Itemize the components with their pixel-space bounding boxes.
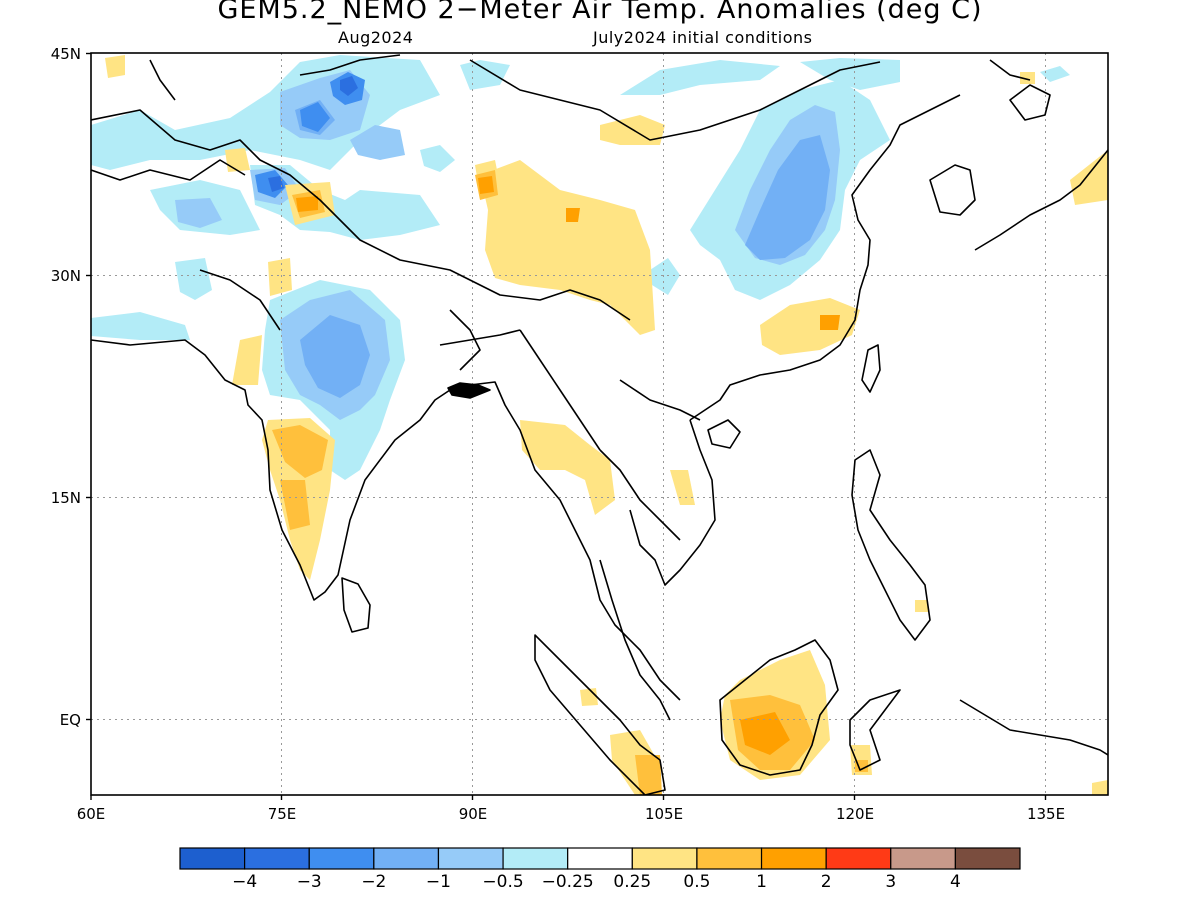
lat-label-eq: EQ (60, 711, 81, 729)
colorbar-swatch-6 (567, 847, 633, 870)
colorbar-swatch-5 (502, 847, 569, 870)
colorbar-swatch-11 (890, 847, 956, 870)
colorbar-tick-labels: −4 −3 −2 −1 −0.5 −0.25 0.25 0.5 1 2 3 4 (232, 872, 961, 892)
lon-label-90e: 90E (459, 805, 488, 823)
colorbar-swatch-12 (954, 847, 1021, 870)
chart-title: GEM5.2_NEMO 2−Meter Air Temp. Anomalies … (217, 0, 983, 25)
colorbar-swatch-9 (760, 847, 827, 870)
grid-lines (91, 53, 1108, 795)
colorbar-swatch-1 (244, 847, 310, 870)
subtitle-initial-conditions: July2024 initial conditions (593, 28, 813, 47)
colorbar-tick-label-9: 2 (821, 872, 832, 892)
colorbar-swatch-4 (437, 847, 504, 870)
colorbar-swatch-8 (696, 847, 763, 870)
lon-label-105e: 105E (645, 805, 683, 823)
lat-label-15n: 15N (51, 489, 81, 507)
colorbar-tick-label-6: 0.25 (613, 872, 651, 892)
colorbar-tick-label-0: −4 (232, 872, 257, 892)
colorbar (179, 847, 1021, 870)
colorbar-swatch-2 (308, 847, 375, 870)
lon-label-75e: 75E (268, 805, 297, 823)
coastlines (91, 54, 1108, 795)
lon-label-60e: 60E (77, 805, 106, 823)
colorbar-tick-label-3: −1 (426, 872, 451, 892)
map-frame (90, 52, 1109, 796)
lon-label-135e: 135E (1027, 805, 1065, 823)
colorbar-swatch-7 (631, 847, 698, 870)
colorbar-tick-label-7: 0.5 (683, 872, 710, 892)
lat-label-45n: 45N (51, 45, 81, 63)
colorbar-tick-label-1: −3 (297, 872, 322, 892)
colorbar-tick-label-10: 3 (885, 872, 896, 892)
colorbar-swatch-10 (825, 847, 892, 870)
colorbar-swatch-3 (373, 847, 440, 870)
subtitle-forecast-month: Aug2024 (338, 28, 414, 47)
colorbar-tick-label-11: 4 (950, 872, 961, 892)
colorbar-tick-label-8: 1 (756, 872, 767, 892)
anomaly-shading (91, 55, 1108, 795)
lat-label-30n: 30N (51, 267, 81, 285)
colorbar-tick-label-4: −0.5 (482, 872, 523, 892)
colorbar-tick-label-5: −0.25 (542, 872, 594, 892)
colorbar-swatch-0 (179, 847, 246, 870)
lon-label-120e: 120E (836, 805, 874, 823)
colorbar-tick-label-2: −2 (361, 872, 386, 892)
